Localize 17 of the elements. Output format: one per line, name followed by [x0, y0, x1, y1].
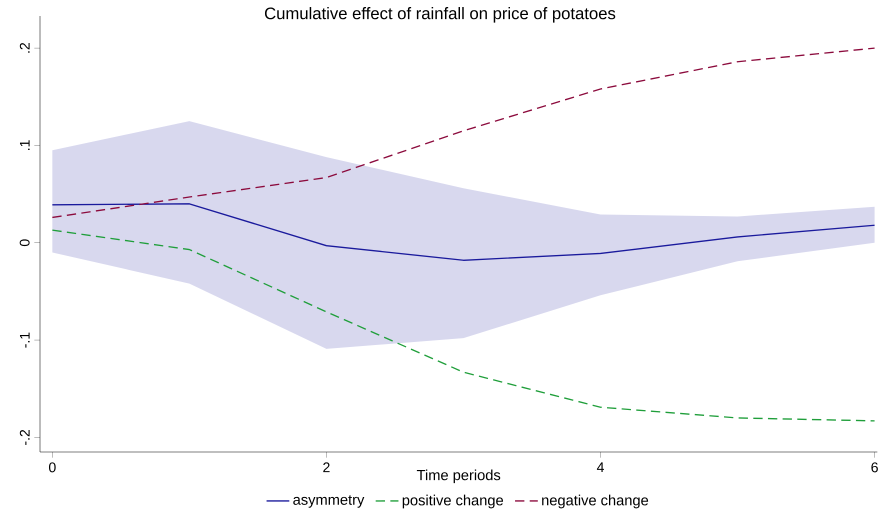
y-tick-label: -.2: [20, 430, 30, 445]
line-series: [52, 47, 876, 218]
line-series: [52, 203, 876, 261]
legend-label: positive change: [402, 494, 504, 508]
x-tick-label: 4: [596, 462, 604, 472]
y-tick-label: -.1: [20, 332, 30, 348]
y-tick-label: .1: [20, 140, 30, 150]
y-tick-label: 0: [20, 239, 30, 246]
chart-title: Cumulative effect of rainfall on price of potatoes: [264, 7, 616, 23]
x-tick-label: 6: [871, 462, 878, 472]
y-tick-label: .2: [20, 42, 30, 53]
legend-label: negative change: [542, 494, 648, 508]
legend-label: asymmetry: [293, 495, 364, 508]
line-series: [52, 229, 876, 422]
x-tick-label: 2: [323, 462, 330, 472]
x-tick-label: 0: [48, 462, 56, 472]
x-axis-title: Time periods: [416, 469, 500, 484]
